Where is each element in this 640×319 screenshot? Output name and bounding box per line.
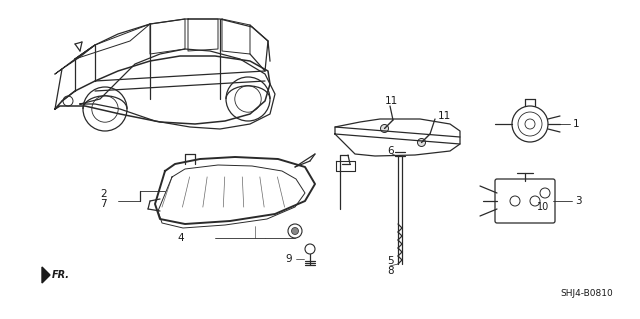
Circle shape — [381, 124, 388, 132]
Text: 9: 9 — [285, 254, 292, 264]
Text: FR.: FR. — [52, 270, 70, 280]
Text: 10: 10 — [537, 202, 549, 212]
Circle shape — [417, 138, 426, 146]
Text: 8: 8 — [387, 266, 394, 276]
Text: 4: 4 — [177, 233, 184, 243]
Text: 2: 2 — [100, 189, 107, 199]
Text: 1: 1 — [573, 119, 580, 129]
Text: 11: 11 — [438, 111, 451, 121]
Text: 6: 6 — [387, 146, 394, 156]
Text: 7: 7 — [100, 199, 107, 209]
Text: 5: 5 — [387, 256, 394, 266]
Text: SHJ4-B0810: SHJ4-B0810 — [560, 290, 612, 299]
Text: 11: 11 — [385, 96, 398, 106]
Circle shape — [291, 227, 298, 234]
Text: 3: 3 — [575, 196, 582, 206]
Polygon shape — [42, 267, 50, 283]
